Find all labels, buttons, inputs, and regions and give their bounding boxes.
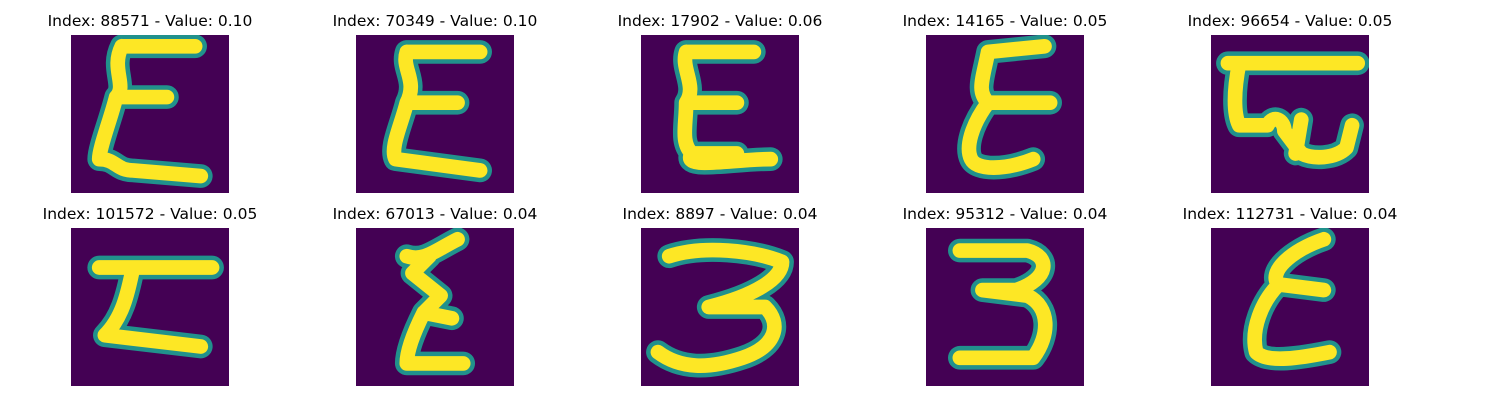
glyph-image: [356, 35, 514, 193]
glyph-stroke: [677, 44, 779, 171]
glyph-stroke: [1220, 55, 1366, 165]
panel-title: Index: 88571 - Value: 0.10: [47, 12, 253, 30]
glyph-drawing: [1211, 228, 1369, 386]
glyph-drawing: [356, 35, 514, 193]
glyph-stroke: [91, 38, 209, 184]
panel-title: Index: 8897 - Value: 0.04: [622, 205, 818, 223]
glyph-stroke: [91, 260, 220, 354]
glyph-drawing: [926, 228, 1084, 386]
glyph-image: [641, 228, 799, 386]
glyph-drawing: [1211, 35, 1369, 193]
glyph-drawing: [926, 35, 1084, 193]
panel-title: Index: 95312 - Value: 0.04: [902, 205, 1108, 223]
glyph-stroke: [386, 44, 488, 178]
glyph-drawing: [71, 228, 229, 386]
glyph-image: [926, 35, 1084, 193]
glyph-stroke: [399, 231, 471, 371]
glyph-stroke: [952, 243, 1053, 366]
glyph-drawing: [641, 228, 799, 386]
panel-title: Index: 101572 - Value: 0.05: [42, 205, 258, 223]
glyph-drawing: [641, 35, 799, 193]
glyph-stroke: [650, 242, 790, 373]
glyph-stroke: [1247, 231, 1337, 366]
glyph-image: [926, 228, 1084, 386]
glyph-drawing: [356, 228, 514, 386]
glyph-image: [71, 228, 229, 386]
glyph-image: [71, 35, 229, 193]
glyph-image: [356, 228, 514, 386]
glyph-drawing: [71, 35, 229, 193]
panel-title: Index: 17902 - Value: 0.06: [617, 12, 823, 30]
glyph-image: [641, 35, 799, 193]
glyph-stroke: [961, 38, 1058, 175]
panel-title: Index: 96654 - Value: 0.05: [1187, 12, 1393, 30]
panel-title: Index: 67013 - Value: 0.04: [332, 205, 538, 223]
glyph-background: [71, 228, 229, 386]
panel-title: Index: 14165 - Value: 0.05: [902, 12, 1108, 30]
glyph-image: [1211, 228, 1369, 386]
glyph-image: [1211, 35, 1369, 193]
panel-title: Index: 70349 - Value: 0.10: [332, 12, 538, 30]
panel-title: Index: 112731 - Value: 0.04: [1182, 205, 1398, 223]
